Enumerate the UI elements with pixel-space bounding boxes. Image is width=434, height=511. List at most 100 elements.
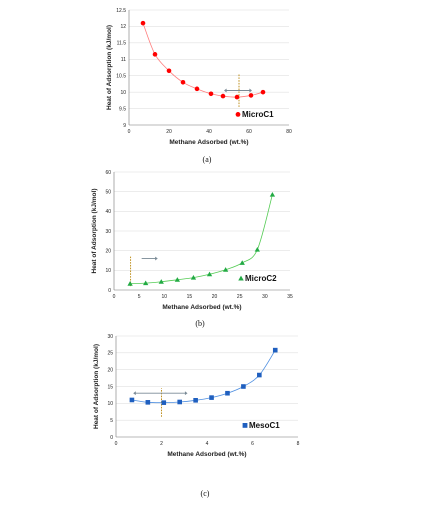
data-point — [194, 86, 200, 92]
data-point — [190, 274, 197, 280]
legend-label: MicroC1 — [242, 110, 274, 119]
x-tick-label: 0 — [113, 294, 116, 300]
series-curve — [131, 349, 276, 404]
x-axis-label: Methane Adsorbed (wt.%) — [169, 139, 248, 146]
data-point — [127, 281, 133, 286]
x-tick-label: 2 — [160, 441, 163, 447]
x-tick-label: 0 — [128, 129, 131, 135]
arrow-head — [249, 88, 252, 93]
panel-caption: (c) — [201, 489, 210, 498]
legend: MesoC1 — [242, 421, 280, 430]
data-point — [143, 280, 149, 286]
y-tick-label: 10 — [120, 90, 126, 96]
arrow-head — [184, 391, 188, 396]
legend-marker — [235, 112, 241, 117]
legend: MicroC2 — [238, 274, 277, 283]
y-tick-label: 50 — [105, 189, 111, 195]
data-point — [129, 397, 135, 403]
x-tick-label: 35 — [287, 294, 293, 300]
x-tick-label: 20 — [166, 129, 172, 135]
legend: MicroC1 — [235, 110, 274, 119]
x-tick-label: 6 — [251, 441, 254, 447]
data-point — [177, 399, 182, 405]
data-point — [166, 68, 172, 74]
data-point — [269, 191, 276, 197]
x-tick-label: 80 — [286, 129, 292, 135]
data-point — [145, 400, 151, 405]
x-axis-label: Methane Adsorbed (wt.%) — [162, 304, 241, 311]
panel-c: 0 2 4 6 8 0 5 10 15 20 25 30 MesoC1 Methane Adsorb… — [93, 334, 300, 498]
y-tick-label: 9.5 — [119, 106, 126, 112]
y-tick-label: 30 — [105, 229, 111, 235]
data-point — [161, 400, 167, 405]
panel-b: 0 5 10 15 20 25 30 35 0 10 20 30 40 50 60 MicroC2 Met… — [91, 170, 293, 328]
arrow-head — [224, 88, 227, 93]
x-axis-label: Methane Adsorbed (wt.%) — [167, 451, 246, 458]
legend-label: MicroC2 — [245, 274, 277, 283]
x-tick-label: 20 — [212, 294, 218, 300]
y-tick-label: 10 — [105, 268, 111, 274]
data-point — [206, 271, 213, 277]
x-tick-label: 4 — [206, 441, 209, 447]
y-tick-label: 9 — [123, 123, 126, 129]
y-axis-label: Heat of Adsorption (kJ/mol) — [93, 344, 100, 429]
y-tick-label: 60 — [105, 170, 111, 176]
y-tick-label: 25 — [107, 351, 113, 357]
x-tick-label: 10 — [162, 294, 168, 300]
legend-marker — [238, 275, 244, 281]
data-point — [209, 395, 214, 400]
data-point — [257, 372, 262, 378]
series-curve — [130, 194, 273, 285]
legend-marker — [242, 423, 248, 428]
x-tick-label: 5 — [138, 294, 141, 300]
y-tick-label: 10.5 — [116, 74, 126, 80]
y-tick-label: 12.5 — [116, 8, 126, 14]
data-point — [234, 94, 240, 100]
x-tick-label: 0 — [115, 441, 118, 447]
panel-a: 0 20 40 60 80 9 9.5 10 10.5 11 11.5 12 12.5 MicroC1… — [106, 8, 292, 164]
data-point — [152, 52, 158, 57]
y-tick-label: 20 — [105, 248, 111, 254]
y-axis-label: Heat of Adsorption (kJ/mol) — [106, 25, 113, 110]
data-point — [208, 91, 214, 97]
data-point — [140, 20, 146, 26]
data-point — [272, 347, 278, 353]
x-tick-label: 30 — [262, 294, 268, 300]
data-point — [254, 247, 260, 252]
y-tick-label: 10 — [107, 401, 113, 407]
arrow-head — [155, 256, 158, 261]
panel-caption: (b) — [195, 319, 205, 328]
panel-caption: (a) — [203, 155, 212, 164]
x-tick-label: 15 — [187, 294, 193, 300]
data-point — [225, 390, 230, 396]
y-tick-label: 15 — [107, 384, 113, 390]
data-point — [241, 384, 246, 389]
x-tick-label: 60 — [246, 129, 252, 135]
y-axis-label: Heat of Adsorption (kJ/mol) — [91, 189, 98, 274]
arrow-head — [133, 391, 136, 396]
y-tick-label: 11 — [121, 57, 126, 63]
data-point — [222, 267, 229, 272]
y-tick-label: 12 — [120, 24, 126, 30]
y-tick-label: 40 — [105, 209, 111, 215]
legend-label: MesoC1 — [249, 421, 280, 430]
y-tick-label: 0 — [110, 435, 113, 441]
data-point — [174, 277, 181, 282]
x-tick-label: 8 — [297, 441, 300, 447]
y-tick-label: 20 — [107, 367, 113, 373]
data-point — [180, 79, 186, 85]
x-tick-label: 40 — [206, 129, 212, 135]
data-point — [248, 93, 254, 98]
series-curve — [142, 22, 264, 98]
data-point — [220, 93, 226, 99]
data-point — [260, 89, 266, 95]
y-tick-label: 11.5 — [117, 41, 127, 47]
data-point — [239, 260, 245, 265]
y-tick-label: 0 — [108, 288, 111, 294]
x-tick-label: 25 — [237, 294, 243, 300]
data-point — [158, 279, 164, 284]
data-point — [193, 398, 198, 403]
y-tick-label: 5 — [110, 418, 113, 424]
y-tick-label: 30 — [107, 334, 113, 340]
